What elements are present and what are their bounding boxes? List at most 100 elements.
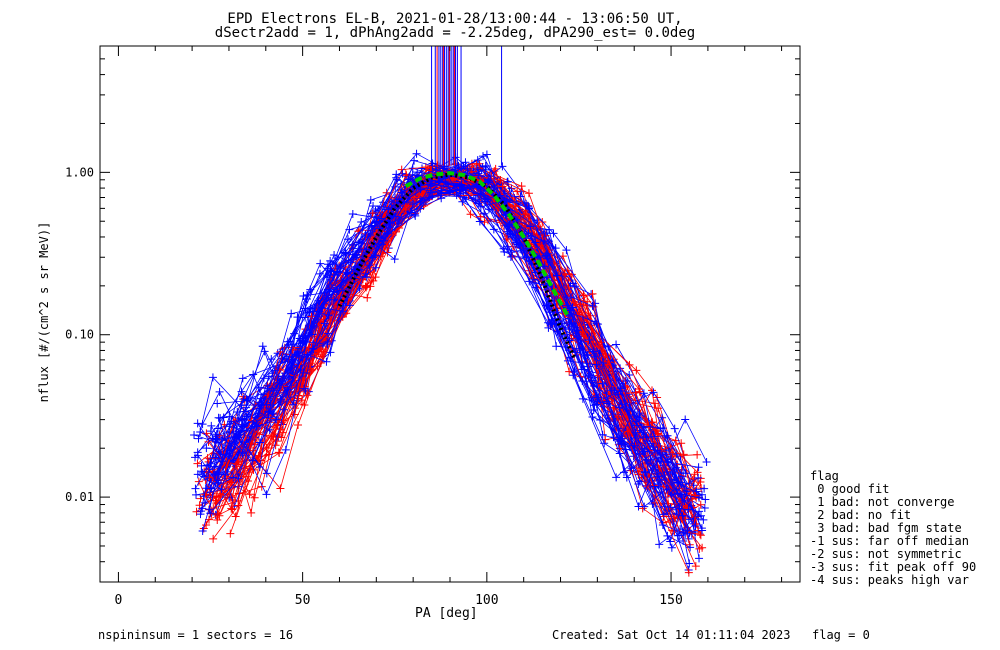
data-point-plus bbox=[649, 388, 658, 397]
data-point-plus bbox=[213, 478, 222, 487]
data-point-plus bbox=[658, 520, 667, 529]
data-point-plus bbox=[658, 424, 667, 433]
data-point-plus bbox=[323, 329, 332, 338]
data-point-plus bbox=[339, 307, 348, 316]
footer-spin-info: nspininsum = 1 sectors = 16 bbox=[98, 628, 294, 642]
data-point-plus bbox=[463, 164, 472, 173]
trace-line bbox=[200, 174, 686, 535]
data-point-plus bbox=[303, 391, 312, 400]
data-point-plus bbox=[348, 209, 357, 218]
data-point-plus bbox=[693, 450, 702, 459]
median-fit-curve bbox=[337, 172, 578, 361]
data-point-plus bbox=[472, 159, 481, 168]
data-point-plus bbox=[308, 330, 317, 339]
data-point-plus bbox=[231, 512, 240, 521]
data-point-plus bbox=[336, 262, 345, 271]
data-point-plus bbox=[578, 376, 587, 385]
data-point-plus bbox=[590, 352, 599, 361]
legend-entry: -1 sus: far off median bbox=[810, 534, 969, 548]
data-point-plus bbox=[410, 210, 419, 219]
data-point-plus bbox=[623, 376, 632, 385]
y-tick-label: 0.01 bbox=[65, 490, 94, 504]
trace-line bbox=[212, 185, 696, 527]
data-point-plus bbox=[250, 493, 259, 502]
data-point-plus bbox=[693, 468, 702, 477]
data-point-plus bbox=[691, 491, 700, 500]
data-point-plus bbox=[206, 427, 215, 436]
data-point-plus bbox=[694, 473, 703, 482]
data-point-plus bbox=[352, 250, 361, 259]
data-point-plus bbox=[269, 409, 278, 418]
data-point-plus bbox=[524, 229, 533, 238]
data-point-plus bbox=[526, 222, 535, 231]
data-point-plus bbox=[265, 425, 274, 434]
data-point-plus bbox=[259, 374, 268, 383]
trace-line bbox=[197, 174, 683, 505]
trace-line bbox=[197, 172, 696, 518]
data-point-plus bbox=[552, 271, 561, 280]
data-point-plus bbox=[639, 389, 648, 398]
data-point-plus bbox=[461, 158, 470, 167]
data-point-plus bbox=[440, 182, 449, 191]
data-point-plus bbox=[612, 473, 621, 482]
trace-line bbox=[212, 176, 699, 540]
data-point-plus bbox=[457, 180, 466, 189]
data-point-plus bbox=[309, 307, 318, 316]
x-tick-label: 50 bbox=[295, 593, 311, 608]
data-point-plus bbox=[694, 463, 703, 472]
trace-line bbox=[195, 173, 685, 515]
data-point-plus bbox=[214, 438, 223, 447]
data-point-plus bbox=[206, 484, 215, 493]
trace-line bbox=[209, 165, 696, 518]
data-point-plus bbox=[507, 248, 516, 257]
data-point-plus bbox=[681, 415, 690, 424]
data-point-plus bbox=[200, 498, 209, 507]
data-point-plus bbox=[475, 164, 484, 173]
data-point-plus bbox=[681, 469, 690, 478]
y-tick-label: 1.00 bbox=[65, 165, 94, 179]
data-point-plus bbox=[426, 188, 435, 197]
trace-layer bbox=[190, 46, 711, 577]
data-point-plus bbox=[327, 267, 336, 276]
data-point-plus bbox=[588, 412, 597, 421]
data-point-plus bbox=[655, 540, 664, 549]
data-point-plus bbox=[677, 439, 686, 448]
data-point-plus bbox=[421, 163, 430, 172]
data-point-plus bbox=[695, 507, 704, 516]
data-point-plus bbox=[473, 165, 482, 174]
data-point-plus bbox=[269, 386, 278, 395]
data-point-plus bbox=[568, 303, 577, 312]
data-point-plus bbox=[510, 202, 519, 211]
data-point-plus bbox=[653, 393, 662, 402]
data-point-plus bbox=[618, 434, 627, 443]
data-point-plus bbox=[484, 176, 493, 185]
data-point-plus bbox=[616, 364, 625, 373]
data-point-plus bbox=[216, 414, 225, 423]
data-point-plus bbox=[368, 208, 377, 217]
chart-title: EPD Electrons EL-B, 2021-01-28/13:00:44 … bbox=[227, 11, 683, 27]
data-point-plus bbox=[241, 472, 250, 481]
data-point-plus bbox=[410, 156, 419, 165]
trace-line bbox=[211, 163, 696, 514]
data-point-plus bbox=[213, 399, 222, 408]
data-point-plus bbox=[638, 504, 647, 513]
x-tick-label: 150 bbox=[659, 593, 682, 608]
data-point-plus bbox=[560, 270, 569, 279]
data-point-plus bbox=[190, 430, 199, 439]
data-point-plus bbox=[238, 374, 247, 383]
data-point-plus bbox=[323, 338, 332, 347]
data-point-plus bbox=[357, 217, 366, 226]
trace-line bbox=[213, 183, 702, 499]
data-point-plus bbox=[383, 229, 392, 238]
data-point-plus bbox=[343, 269, 352, 278]
data-point-plus bbox=[428, 192, 437, 201]
trace-line bbox=[214, 165, 679, 483]
data-point-plus bbox=[275, 378, 284, 387]
data-point-plus bbox=[696, 511, 705, 520]
legend-entry: -4 sus: peaks high var bbox=[810, 573, 969, 587]
data-point-plus bbox=[600, 439, 609, 448]
x-axis-label: PA [deg] bbox=[415, 606, 478, 621]
data-point-plus bbox=[513, 187, 522, 196]
data-point-plus bbox=[211, 496, 220, 505]
data-point-plus bbox=[681, 529, 690, 538]
